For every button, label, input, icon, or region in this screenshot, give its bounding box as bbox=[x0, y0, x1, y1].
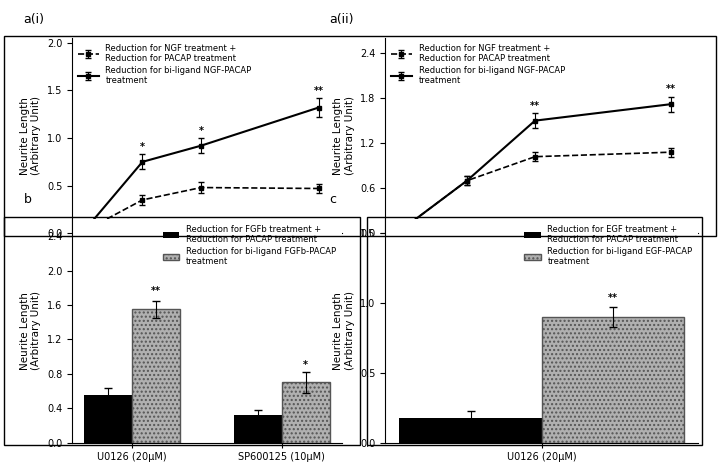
X-axis label: Concentration SP600125 (μM): Concentration SP600125 (μM) bbox=[454, 258, 630, 268]
Bar bbox=[84, 396, 132, 443]
Bar bbox=[400, 417, 541, 443]
Text: a(ii): a(ii) bbox=[329, 13, 354, 26]
Y-axis label: Neurite Length
(Arbitrary Unit): Neurite Length (Arbitrary Unit) bbox=[19, 96, 41, 175]
Text: *: * bbox=[140, 142, 145, 152]
Y-axis label: Neurite Length
(Arbitrary Unit): Neurite Length (Arbitrary Unit) bbox=[19, 291, 41, 370]
Text: a(i): a(i) bbox=[23, 13, 45, 26]
Legend: Reduction for NGF treatment +
Reduction for PACAP treatment, Reduction for bi-li: Reduction for NGF treatment + Reduction … bbox=[76, 42, 253, 87]
Text: *: * bbox=[303, 359, 308, 369]
Text: c: c bbox=[329, 192, 336, 206]
Text: **: ** bbox=[313, 86, 323, 96]
X-axis label: Concentration of U0126 (μM): Concentration of U0126 (μM) bbox=[122, 258, 292, 268]
Legend: Reduction for FGFb treatment +
Reduction for PACAP treatment, Reduction for bi-l: Reduction for FGFb treatment + Reduction… bbox=[161, 223, 338, 268]
Y-axis label: Neurite Length
(Arbitrary Unit): Neurite Length (Arbitrary Unit) bbox=[333, 96, 354, 175]
Bar bbox=[234, 415, 282, 443]
Bar bbox=[282, 382, 330, 443]
Y-axis label: Neurite Length
(Arbitrary Unit): Neurite Length (Arbitrary Unit) bbox=[333, 291, 354, 370]
Bar bbox=[541, 317, 684, 443]
Text: **: ** bbox=[151, 287, 161, 297]
Text: **: ** bbox=[530, 101, 540, 111]
Text: **: ** bbox=[608, 293, 618, 303]
Legend: Reduction for NGF treatment +
Reduction for PACAP treatment, Reduction for bi-li: Reduction for NGF treatment + Reduction … bbox=[390, 42, 567, 87]
Text: b: b bbox=[23, 192, 31, 206]
Text: **: ** bbox=[666, 84, 676, 94]
Legend: Reduction for EGF treatment +
Reduction for PACAP treatment, Reduction for bi-li: Reduction for EGF treatment + Reduction … bbox=[523, 223, 694, 268]
Text: *: * bbox=[199, 126, 204, 136]
Bar bbox=[132, 309, 180, 443]
